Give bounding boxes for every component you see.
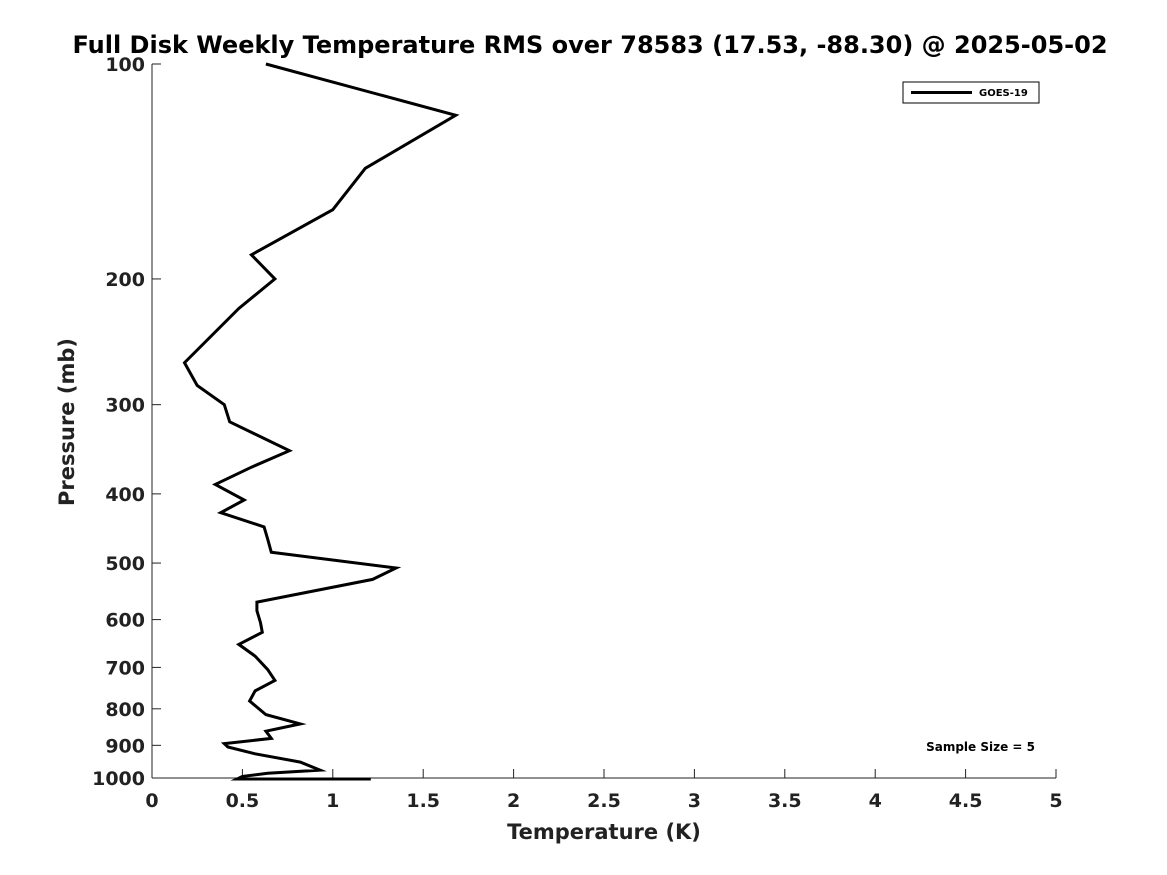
series-layer bbox=[182, 62, 460, 781]
x-tick-label: 4 bbox=[869, 790, 882, 812]
y-tick-label: 900 bbox=[105, 735, 145, 757]
x-tick-label: 5 bbox=[1049, 790, 1062, 812]
x-tick-label: 3.5 bbox=[768, 790, 802, 812]
x-tick-label: 0.5 bbox=[226, 790, 260, 812]
y-tick-label: 200 bbox=[105, 269, 145, 291]
series-line-goes-19 bbox=[182, 62, 460, 781]
x-axis: 0 0.5 1 1.5 2 2.5 3 3.5 4 4.5 5 bbox=[145, 769, 1063, 812]
y-tick-label: 400 bbox=[105, 484, 145, 506]
y-tick-label: 300 bbox=[105, 395, 145, 417]
x-tick-label: 2 bbox=[507, 790, 520, 812]
plot-area bbox=[151, 64, 1056, 779]
y-tick-label: 800 bbox=[105, 699, 145, 721]
x-tick-label: 2.5 bbox=[587, 790, 621, 812]
x-tick-label: 4.5 bbox=[949, 790, 983, 812]
y-tick-label: 500 bbox=[105, 553, 145, 575]
sample-size-annotation: Sample Size = 5 bbox=[926, 740, 1035, 754]
y-tick-label: 100 bbox=[105, 54, 145, 76]
x-tick-label: 1.5 bbox=[406, 790, 440, 812]
y-tick-label: 700 bbox=[105, 657, 145, 679]
x-tick-label: 0 bbox=[145, 790, 158, 812]
x-axis-label: Temperature (K) bbox=[507, 820, 701, 844]
y-axis: 100 200 300 400 500 600 700 800 900 1000 bbox=[92, 54, 161, 790]
y-tick-label: 600 bbox=[105, 610, 145, 632]
x-tick-label: 1 bbox=[326, 790, 339, 812]
x-tick-label: 3 bbox=[688, 790, 701, 812]
legend: GOES-19 bbox=[902, 81, 1040, 104]
y-axis-label: Pressure (mb) bbox=[55, 338, 79, 506]
chart-title: Full Disk Weekly Temperature RMS over 78… bbox=[72, 31, 1107, 59]
legend-label-goes-19: GOES-19 bbox=[979, 88, 1028, 99]
y-tick-label: 1000 bbox=[92, 768, 145, 790]
